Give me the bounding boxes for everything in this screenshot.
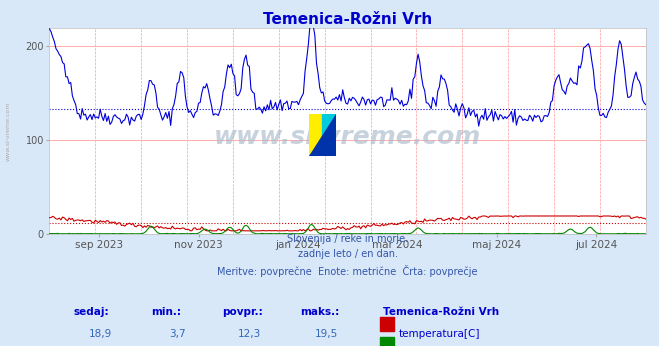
Text: www.si-vreme.com: www.si-vreme.com: [5, 102, 11, 161]
Title: Temenica-Rožni Vrh: Temenica-Rožni Vrh: [263, 11, 432, 27]
Text: 19,5: 19,5: [315, 329, 338, 339]
Text: Temenica-Rožni Vrh: Temenica-Rožni Vrh: [384, 307, 500, 317]
Text: 3,7: 3,7: [169, 329, 186, 339]
Text: temperatura[C]: temperatura[C]: [398, 329, 480, 339]
Text: maks.:: maks.:: [300, 307, 339, 317]
Text: 18,9: 18,9: [88, 329, 112, 339]
FancyBboxPatch shape: [380, 317, 393, 331]
Text: 12,3: 12,3: [238, 329, 261, 339]
FancyBboxPatch shape: [380, 337, 393, 346]
Text: sedaj:: sedaj:: [73, 307, 109, 317]
Text: min.:: min.:: [151, 307, 181, 317]
Text: www.si-vreme.com: www.si-vreme.com: [214, 125, 481, 149]
Text: povpr.:: povpr.:: [222, 307, 263, 317]
Text: Slovenija / reke in morje.
zadnje leto / en dan.
Meritve: povprečne  Enote: metr: Slovenija / reke in morje. zadnje leto /…: [217, 234, 478, 277]
